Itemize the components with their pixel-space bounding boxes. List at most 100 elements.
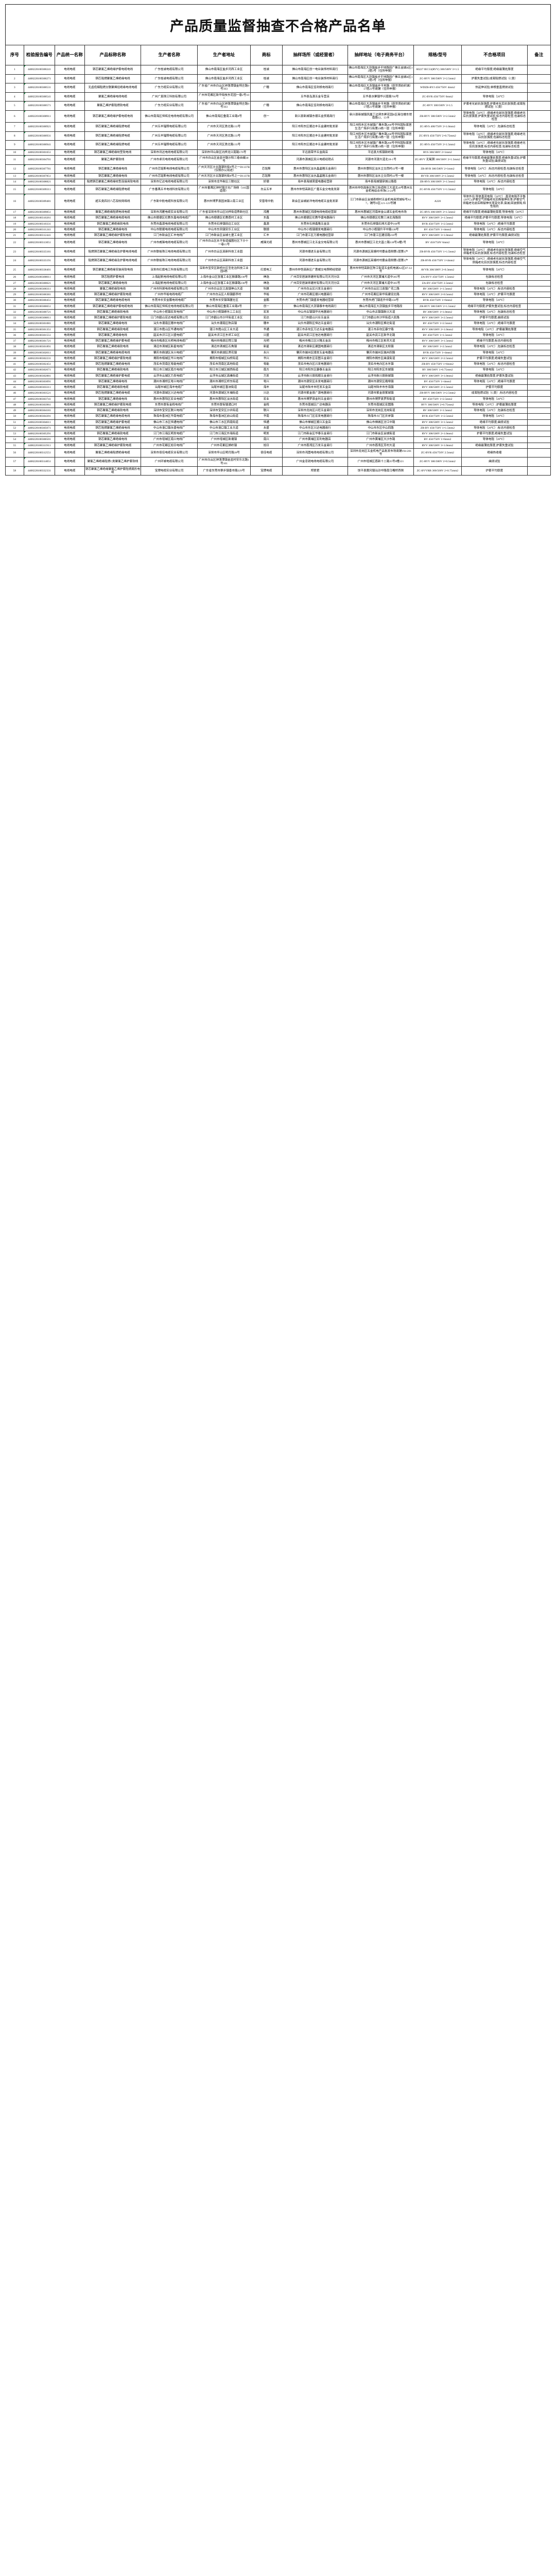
cell-pname: 铜芯聚氯乙烯绝缘软电线 bbox=[84, 344, 142, 350]
cell-addr: 河源市紫金县紫城镇 bbox=[348, 390, 414, 397]
cell-brand bbox=[250, 256, 283, 266]
cell-mfr: 广州五羊辐照电缆有限公司 bbox=[141, 140, 198, 150]
cell-unified: 电线电缆 bbox=[55, 401, 85, 409]
cell-brand bbox=[250, 457, 283, 467]
cell-remark bbox=[527, 396, 551, 402]
cell-mfr: 中山市联顺电线电缆有限公司 bbox=[141, 226, 198, 233]
cell-idx: 17 bbox=[5, 209, 24, 216]
column-header-place: 抽样场所（或经营者） bbox=[282, 45, 349, 65]
cell-brand: 恒通 bbox=[250, 419, 283, 426]
cell-idx: 55 bbox=[5, 442, 24, 449]
cell-unified: 电线电缆 bbox=[55, 367, 85, 374]
table-row: 7 4400220100300921 电线电缆 铜芯聚氯乙烯绝缘阻燃电缆 广州五羊辐照电… bbox=[5, 122, 551, 132]
cell-brand bbox=[250, 140, 283, 150]
cell-idx: 46 bbox=[5, 390, 24, 397]
cell-place: 中山市东区兴达电器商行 bbox=[282, 425, 349, 432]
cell-pname: 铜芯聚氯乙烯绝缘护套软电缆 bbox=[84, 355, 142, 362]
cell-pname: 铜芯阻燃聚氯乙烯绝缘电缆 bbox=[84, 390, 142, 397]
cell-brand: 汇丰 bbox=[250, 232, 283, 239]
table-row: 57 4400220100314051 电线电缆 聚氯乙烯绝缘阻燃C类聚氯乙烯护套软线… bbox=[5, 457, 551, 467]
cell-mfraddr: 广东省东莞市寮步镇香市路229号 bbox=[197, 466, 251, 476]
cell-addr: 广州市天河区黄埔大道中305号 bbox=[348, 274, 414, 281]
cell-spec: RVV 300/500V 3×1.5mm2 bbox=[413, 419, 462, 426]
cell-remark bbox=[527, 131, 551, 141]
cell-spec: ZR-BVR 450/750V 1×1.5mm2 bbox=[413, 247, 462, 257]
cell-remark bbox=[527, 209, 551, 216]
cell-addr: 佛山市南海区大沥镇盐步平地路段广佛五金城B区12馆3号（住所申报） bbox=[348, 74, 414, 83]
cell-remark bbox=[527, 256, 551, 266]
cell-report: 4400220100301651 bbox=[23, 149, 56, 156]
cell-place: 韶关市武江区信达电器商行 bbox=[282, 332, 349, 339]
table-row: 43 4400220100302881 电线电缆 铜芯聚氯乙烯绝缘护套电缆 云浮市云城区… bbox=[5, 372, 551, 379]
cell-idx: 29 bbox=[5, 291, 24, 298]
cell-idx: 6 bbox=[5, 110, 24, 123]
cell-pname: 铜芯聚氯乙烯绝缘软电线 bbox=[84, 309, 142, 316]
cell-mfraddr: 揭阳市榕城区仙桥街道 bbox=[197, 355, 251, 362]
cell-mfraddr: 梅州市梅县区程江镇 bbox=[197, 337, 251, 345]
cell-brand: 华南 bbox=[250, 413, 283, 420]
cell-fail: 导体电阻（20℃） bbox=[461, 149, 528, 156]
cell-mfraddr: 阳江市江城区城西街道 bbox=[197, 367, 251, 374]
cell-brand: 华兴 bbox=[250, 355, 283, 362]
cell-fail: 导体电阻（20℃） bbox=[461, 265, 528, 275]
cell-fail: 绝缘平均厚度;绝缘最薄处厚度 bbox=[461, 65, 528, 75]
cell-unified: 电线电缆 bbox=[55, 390, 85, 397]
cell-mfraddr: 佛山市南海区盐步河西工业区 bbox=[197, 65, 251, 75]
cell-spec: ZC-BVR 450/750V 2.5mm2 bbox=[413, 448, 462, 458]
cell-unified: 电线电缆 bbox=[55, 285, 85, 293]
table-row: 40 4400220100302231 电线电缆 铜芯聚氯乙烯绝缘护套软电缆 揭阳市榕城… bbox=[5, 355, 551, 362]
cell-idx: 58 bbox=[5, 466, 24, 476]
cell-spec: ZC-BVVRB 300/500V 2×0.75mm2 bbox=[413, 466, 462, 476]
cell-pname: 铜芯聚氯乙烯绝缘护套软电缆 bbox=[84, 291, 142, 298]
cell-report: 4400220100300571 bbox=[23, 101, 56, 111]
cell-idx: 30 bbox=[5, 297, 24, 304]
table-row: 37 4400220100301721 电线电缆 铜芯聚氯乙烯绝缘护套电缆 梅州市梅县区… bbox=[5, 337, 551, 345]
cell-spec: RVV 300/500V 2×1.0mm2 bbox=[413, 430, 462, 437]
cell-fail: 导体电阻（20℃） bbox=[461, 92, 528, 101]
cell-pname: 铜芯阻燃护套电线 bbox=[84, 274, 142, 281]
cell-report: 4400220100303091 bbox=[23, 378, 56, 385]
cell-pname: 铜芯聚氯乙烯绝缘护套软电缆 bbox=[84, 232, 142, 239]
cell-unified: 电线电缆 bbox=[55, 396, 85, 402]
cell-fail: 导体电阻（20℃）;绝缘平均厚度 bbox=[461, 378, 528, 385]
table-row: 6 4400220100300911 电线电缆 铜芯聚氯乙烯绝缘护套电缆电线 佛山市南海… bbox=[5, 110, 551, 123]
cell-brand: 明发 bbox=[250, 430, 283, 437]
cell-spec: BVR 450/750V 1×2.5mm2 bbox=[413, 221, 462, 227]
cell-brand: 绅选 bbox=[250, 274, 283, 281]
cell-fail: 导体电阻（20℃）;包装标志检查 bbox=[461, 407, 528, 414]
cell-brand: 粤能 bbox=[250, 361, 283, 368]
header-row: 序号 检验报告编号 产品统一名称 产品标称名称 生产者名称 生产者地址 商标 抽样场所（或经营… bbox=[5, 45, 551, 65]
cell-spec: ZC-RVS 450/750V 2×1.5mm2 bbox=[413, 140, 462, 150]
cell-idx: 22 bbox=[5, 238, 24, 248]
cell-spec: ZR-BV 450/750V 1×6mm2 bbox=[413, 361, 462, 368]
cell-idx: 35 bbox=[5, 326, 24, 333]
cell-fail: 绝缘平均厚度;标志内容检查 bbox=[461, 337, 528, 345]
cell-mfraddr: 广州市天河区渔北路133号 bbox=[197, 131, 251, 141]
cell-remark bbox=[527, 265, 551, 275]
cell-remark bbox=[527, 155, 551, 165]
cell-place: 河源市紫金县广源电器商行 bbox=[282, 390, 349, 397]
cell-brand: 绅选 bbox=[250, 280, 283, 286]
cell-addr: 广州市黄埔区大沙东路 bbox=[348, 436, 414, 443]
cell-unified: 电线电缆 bbox=[55, 407, 85, 414]
table-row: 53 4400220100305291 电线电缆 铜芯聚氯乙烯绝缘软电缆 江门市江海区明… bbox=[5, 430, 551, 437]
cell-fail: 绝缘热收缩 bbox=[461, 448, 528, 458]
cell-spec: BV 450/750V 6mm2 bbox=[413, 238, 462, 248]
cell-report: 4400220100309851 bbox=[23, 209, 56, 216]
cell-pname: 铜芯聚氯乙烯绝缘软电缆 bbox=[84, 430, 142, 437]
cell-report: 4400220100314051 bbox=[23, 457, 56, 467]
cell-mfraddr: 江门市江海区外海街道 bbox=[197, 430, 251, 437]
cell-unified: 电线电缆 bbox=[55, 65, 85, 75]
cell-unified: 电线电缆 bbox=[55, 413, 85, 420]
cell-mfr: 佛山市南海区恒辉龙电线电缆有限公司 bbox=[141, 110, 198, 123]
table-row: 20 4400220100311241 电线电缆 铜芯聚氯乙烯绝缘电线 中山市联顺电线电… bbox=[5, 226, 551, 233]
cell-spec: RVV 300/500V 2×1.5mm2 bbox=[413, 215, 462, 222]
cell-remark bbox=[527, 448, 551, 458]
cell-mfr: 深圳市宝安区联兴电线厂 bbox=[141, 407, 198, 414]
cell-unified: 电线电缆 bbox=[55, 274, 85, 281]
cell-pname: 铜芯聚氯乙烯绝缘护套电缆电线 bbox=[84, 65, 142, 75]
cell-report: 4400220100301351 bbox=[23, 326, 56, 333]
cell-report: 4400220100300931 bbox=[23, 131, 56, 141]
cell-place: 惠州市仲恺高新区广惠威交电照明经销部 bbox=[282, 265, 349, 275]
cell-place: 江门市鹤山兴业五金店 bbox=[282, 314, 349, 321]
